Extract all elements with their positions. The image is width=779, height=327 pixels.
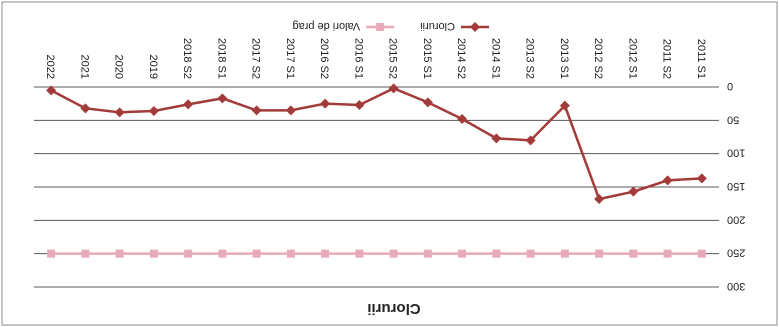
data-point xyxy=(458,249,467,258)
y-tick-label: 300 xyxy=(727,280,745,292)
chart-title: Clorurii xyxy=(367,300,420,317)
data-point xyxy=(560,249,569,258)
data-point xyxy=(389,249,398,258)
data-point xyxy=(388,83,399,94)
legend-marker xyxy=(470,22,480,32)
x-tick-label: 2011 S1 xyxy=(695,39,707,79)
y-tick-label: 50 xyxy=(727,113,739,125)
data-point xyxy=(321,249,330,258)
data-point xyxy=(286,249,295,258)
data-point xyxy=(355,249,364,258)
data-point xyxy=(81,249,90,258)
x-tick-label: 2015 S1 xyxy=(421,38,433,79)
data-point xyxy=(217,93,228,104)
x-tick-label: 2013 S1 xyxy=(558,38,570,79)
x-axis-ticks: 2011 S1 2011 S2 2012 S1 2012 S2 2013 S1 2013 … xyxy=(44,38,707,79)
y-tick-label: 250 xyxy=(727,247,745,259)
x-tick-label: 2013 S2 xyxy=(524,38,536,79)
data-point xyxy=(46,85,57,96)
x-tick-label: 2012 S1 xyxy=(626,38,638,79)
data-point xyxy=(149,249,158,258)
data-point xyxy=(525,135,536,146)
x-tick-label: 2014 S2 xyxy=(455,38,467,79)
legend-label: Clorurii xyxy=(420,20,455,32)
x-tick-label: 2018 S1 xyxy=(215,38,227,79)
y-tick-label: 0 xyxy=(727,80,733,92)
data-point xyxy=(148,106,159,116)
y-tick-label: 200 xyxy=(727,213,745,225)
y-tick-label: 150 xyxy=(727,180,745,192)
data-point xyxy=(285,105,296,116)
legend-label: Valori de prag xyxy=(292,20,360,32)
data-point xyxy=(595,249,604,258)
data-point xyxy=(696,173,707,184)
x-tick-label: 2011 S2 xyxy=(661,39,673,79)
y-tick-label: 100 xyxy=(727,147,745,159)
data-point xyxy=(183,99,194,110)
x-tick-label: 2022 xyxy=(44,55,56,79)
y-axis-ticks: 0 50 100 150 200 250 300 xyxy=(727,80,745,292)
x-tick-label: 2017 S2 xyxy=(250,38,262,79)
legend-marker xyxy=(376,23,385,31)
x-tick-label: 2021 xyxy=(78,55,90,79)
data-point xyxy=(594,194,605,204)
x-tick-label: 2020 xyxy=(113,55,125,79)
data-point xyxy=(252,249,261,258)
x-tick-label: 2012 S2 xyxy=(592,38,604,79)
x-tick-label: 2016 S2 xyxy=(318,38,330,79)
data-point xyxy=(218,249,227,258)
data-point xyxy=(114,107,125,118)
data-point xyxy=(251,105,262,116)
data-point xyxy=(422,97,433,108)
data-point xyxy=(697,249,706,258)
data-point xyxy=(115,249,124,258)
data-point xyxy=(491,133,502,144)
data-point xyxy=(526,249,535,258)
data-point xyxy=(423,249,432,258)
legend: Clorurii Valori de prag xyxy=(292,20,489,32)
data-point xyxy=(354,100,365,110)
series-layer xyxy=(46,83,707,258)
data-point xyxy=(184,249,193,258)
series-line xyxy=(50,86,702,201)
data-point xyxy=(47,249,56,258)
data-point xyxy=(663,249,672,258)
data-point xyxy=(492,249,501,258)
data-point xyxy=(457,114,468,124)
x-tick-label: 2019 xyxy=(147,55,159,79)
data-point xyxy=(629,249,638,258)
data-point xyxy=(80,103,91,114)
data-point xyxy=(628,186,639,197)
data-point xyxy=(662,175,673,186)
data-point xyxy=(559,100,570,111)
x-tick-label: 2018 S2 xyxy=(181,38,193,79)
x-tick-label: 2017 S1 xyxy=(284,38,296,79)
x-tick-label: 2015 S2 xyxy=(387,38,399,79)
x-tick-label: 2016 S1 xyxy=(352,38,364,79)
x-tick-label: 2014 S1 xyxy=(489,38,501,79)
data-point xyxy=(320,98,331,109)
